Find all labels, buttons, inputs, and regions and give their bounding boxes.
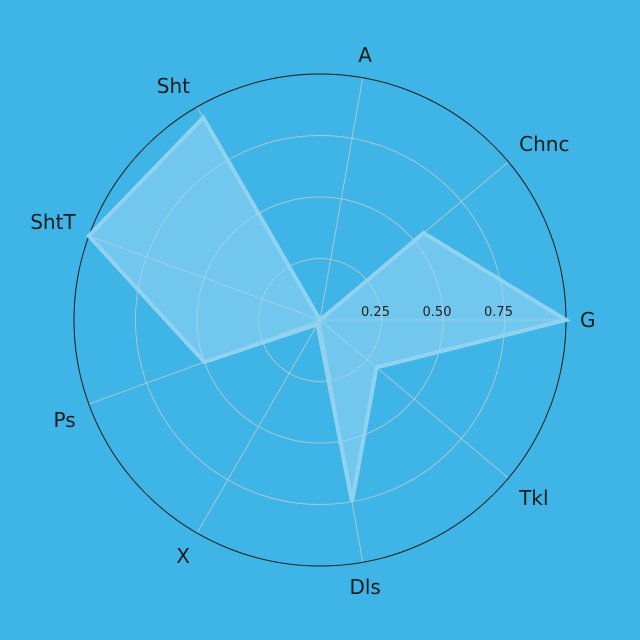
axis-label-tkl: Tkl [518,486,548,510]
radial-tick-label: 0.25 [361,305,390,320]
axis-label-g: G [580,308,596,332]
axis-label-sht: Sht [157,74,190,98]
axis-label-chnc: Chnc [519,132,569,156]
radial-tick-label: 0.50 [423,305,452,320]
label-layer: 0.25 0.50 0.75 G Chnc A Sht ShtT Ps X Dls Tkl [30,43,595,599]
area-layer [86,114,572,503]
axis-label-dls: Dls [349,575,380,599]
axis-label-ps: Ps [54,408,76,432]
axis-label-x: X [176,544,190,568]
axis-label-shtt: ShtT [30,210,76,234]
series-area-0 [86,114,572,503]
radial-tick-label: 0.75 [484,305,513,320]
axis-label-a: A [358,43,372,67]
